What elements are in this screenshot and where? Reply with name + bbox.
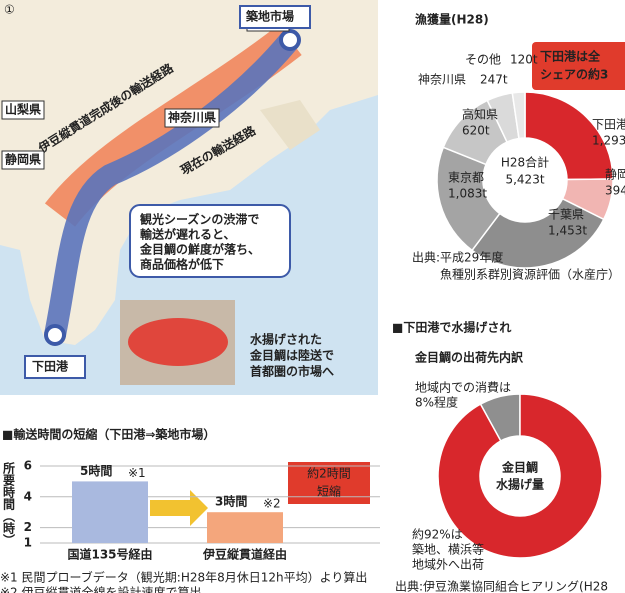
x-tick-label: 伊豆縦貫道経由 <box>202 547 287 562</box>
source: 出典:伊豆漁業協同組合ヒアリング(H28 <box>395 579 608 593</box>
map-label: 下田港 <box>32 359 69 374</box>
footnote: ※1 民間プローブデータ（観光期:H28年8月休日12h平均）より算出 <box>0 570 367 585</box>
value-label: 8%程度 <box>415 395 458 410</box>
annotation: 約2時間 <box>307 466 351 481</box>
footnote: ※2 伊豆縦貫道全線を設計速度で算出 <box>0 585 202 593</box>
value-label: 約92%は <box>412 527 463 542</box>
map-label: 山梨県 <box>5 102 41 117</box>
callout-text: 商品価格が低下 <box>140 257 224 272</box>
category-label: 神奈川県 <box>418 73 466 87</box>
y-tick-label: 1 <box>24 536 32 550</box>
value-label: 1,293t <box>592 134 625 148</box>
category-label: 東京都 <box>448 171 484 185</box>
y-tick-label: 2 <box>24 520 32 534</box>
total-label: 5,423t <box>505 173 544 187</box>
callout-text: 金目鯛の鮮度が落ち、 <box>139 242 260 257</box>
photo-caption: 首都圏の市場へ <box>250 364 334 379</box>
chart-title: 漁獲量(H28) <box>415 12 489 27</box>
center-label: 水揚げ量 <box>496 477 544 492</box>
map-label: 神奈川県 <box>168 110 216 125</box>
y-axis-label: 所要時間（時） <box>2 461 16 546</box>
value-label: 地域内での消費は <box>415 380 511 395</box>
category-label: 高知県 <box>462 107 498 122</box>
y-tick-label: 4 <box>24 489 32 503</box>
source: 魚種別系群別資源評価（水産庁） <box>440 267 620 282</box>
shimoda-marker <box>46 326 64 344</box>
value-label: 1,083t <box>448 187 487 201</box>
value-note: ※2 <box>263 497 281 511</box>
center-label: 金目鯛 <box>501 460 538 475</box>
chart-title: 金目鯛の出荷先内訳 <box>414 350 524 365</box>
x-tick-label: 国道135号経由 <box>67 547 152 562</box>
value-label: 120t <box>510 53 538 67</box>
callout-text: 下田港は全 <box>540 49 601 64</box>
value-label: 247t <box>480 73 508 87</box>
chart-title: ■下田港で水揚げされ <box>392 320 511 335</box>
center-label: H28合計 <box>501 155 549 170</box>
value-label: 3時間 <box>215 494 247 509</box>
callout-text: シェアの約3 <box>540 67 608 82</box>
callout-text: 観光シーズンの渋滞で <box>140 212 259 227</box>
map-label: 築地市場 <box>245 9 294 24</box>
value-note: ※1 <box>128 466 146 480</box>
value-label: 地域外へ出荷 <box>412 558 484 572</box>
category-label: その他 <box>465 53 501 67</box>
annotation: 短縮 <box>317 484 341 499</box>
map-marker: ① <box>4 3 15 17</box>
y-tick-label: 6 <box>24 459 32 473</box>
photo-caption: 水揚げされた <box>250 332 322 347</box>
category-label: 静岡(その他) <box>605 168 625 182</box>
value-label: 620t <box>462 124 490 138</box>
bar <box>207 512 283 543</box>
source: 出典:平成29年度 <box>412 250 503 265</box>
fish <box>128 318 228 366</box>
value-label: 5時間 <box>80 463 112 478</box>
category-label: 下田港 <box>592 118 625 132</box>
callout-text: 輸送が遅れると、 <box>140 227 236 242</box>
value-label: 築地、横浜等 <box>412 542 484 557</box>
photo-caption: 金目鯛は陸送で <box>249 348 334 363</box>
infographic: ①東京都山梨県神奈川県静岡県築地市場下田港伊豆縦貫道完成後の輸送経路現在の輸送経… <box>0 0 625 593</box>
chart-title: ■輸送時間の短縮（下田港⇒築地市場） <box>2 427 215 442</box>
value-label: 1,453t <box>548 224 587 238</box>
value-label: 394 <box>605 184 625 198</box>
tsukiji-marker <box>281 31 299 49</box>
map-label: 静岡県 <box>5 152 41 167</box>
bar <box>72 481 148 543</box>
arrow <box>150 490 208 526</box>
category-label: 千葉県 <box>548 208 584 222</box>
